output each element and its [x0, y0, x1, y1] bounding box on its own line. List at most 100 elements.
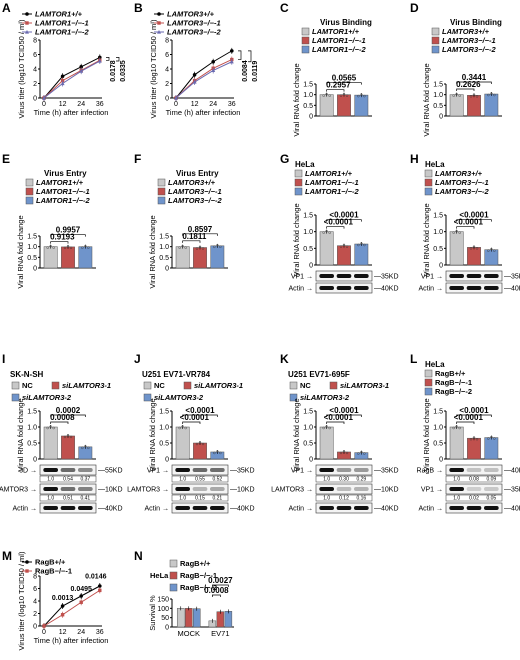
band — [484, 487, 499, 491]
y-tick-label: 0 — [439, 457, 443, 464]
bracket — [50, 421, 69, 424]
legend-entry: LAMTOR1−/−-1 — [312, 36, 366, 45]
legend-marker — [157, 30, 161, 34]
p-value: 0.2957 — [326, 81, 351, 90]
blot-vp1: VP1 → —35KD 1.0 0.30 0.29 — [291, 464, 399, 483]
data-point — [98, 588, 102, 593]
data-point — [230, 49, 234, 53]
legend-swatch — [11, 393, 20, 402]
blot-mw: —35KD — [504, 487, 520, 494]
y-tick-label: 0.5 — [303, 441, 313, 448]
legend-entry: siLAMTOR3-1 — [194, 381, 243, 390]
y-tick-label: 8 — [33, 574, 37, 581]
data-dot — [458, 231, 461, 234]
p-value: 0.2626 — [456, 80, 481, 89]
data-dot — [472, 245, 476, 249]
band — [43, 506, 58, 510]
band — [210, 506, 225, 510]
bar — [337, 94, 351, 117]
data-point — [192, 73, 197, 77]
bracket — [248, 50, 252, 63]
bar — [467, 247, 481, 266]
bracket — [116, 57, 120, 62]
data-dot — [458, 426, 461, 430]
blot-mw: —10KD — [98, 487, 123, 494]
quant-value: 0.55 — [195, 477, 205, 483]
bar — [319, 231, 334, 266]
data-dot — [49, 244, 52, 248]
bar — [192, 608, 201, 628]
y-axis-label: Viral RNA fold change — [292, 203, 301, 276]
band — [319, 274, 334, 278]
y-tick-label: 1.0 — [159, 425, 169, 432]
blot-frame — [315, 483, 373, 495]
legend-entry: RagB−/−-1 — [435, 378, 472, 387]
legend-entry: LAMTOR3−/−-2 — [168, 196, 222, 205]
band — [319, 506, 334, 510]
quant-value: 1.0 — [323, 477, 330, 483]
blot-lamtor3: LAMTOR3 → —10KD 1.0 0.15 0.21 — [127, 483, 255, 502]
blot-label: LAMTOR3 → — [0, 487, 37, 494]
legend: HeLa RagB+/+ RagB−/−-1 RagB−/−-2 — [150, 559, 217, 592]
data-dot — [63, 435, 67, 439]
blot-label: RagB → — [417, 468, 443, 475]
legend-swatch — [424, 378, 433, 387]
quant-box — [39, 494, 97, 502]
data-dot — [452, 426, 455, 430]
bracket — [456, 88, 475, 92]
data-dot — [81, 446, 84, 450]
legend: NC siLAMTOR3-1 siLAMTOR3-2 — [143, 381, 243, 402]
y-tick-label: 0 — [165, 457, 169, 464]
blot-label: VP1 → — [147, 468, 169, 475]
panel-label: G — [280, 152, 289, 166]
bracket — [326, 226, 345, 229]
legend-swatch — [424, 387, 433, 396]
data-point — [211, 59, 215, 64]
data-dot — [469, 247, 473, 250]
x-tick-label: MOCK — [177, 629, 200, 638]
y-axis-label: Viral RNA fold change — [16, 215, 25, 288]
legend-marker — [25, 21, 29, 25]
quant-value: 0.08 — [469, 477, 479, 483]
y-tick-label: 0.5 — [159, 255, 169, 262]
data-dot — [63, 246, 67, 250]
legend-swatch — [169, 571, 178, 580]
y-tick-label: 8 — [33, 38, 37, 45]
legend-entry: RagB+/+ — [180, 559, 211, 568]
legend-entry: siLAMTOR3-2 — [300, 393, 350, 402]
panel-label: B — [134, 1, 143, 15]
legend-marker — [25, 12, 29, 16]
legend-entry: RagB−/−-1 — [35, 567, 72, 576]
data-dot — [345, 245, 349, 248]
quant-value: 1.0 — [453, 477, 460, 483]
quant-value: 0.41 — [80, 496, 90, 502]
bar — [193, 247, 207, 269]
panel-label: D — [410, 1, 419, 15]
bar — [337, 245, 351, 266]
y-tick-label: 100 — [157, 606, 169, 613]
y-tick-label: 0 — [33, 457, 37, 464]
blot-lamtor3: LAMTOR3 → —10KD 1.0 0.51 0.41 — [0, 483, 123, 502]
y-axis-label: Viral RNA fold change — [422, 63, 431, 136]
blot-label: Actin → — [288, 506, 313, 513]
blot-label: Actin → — [144, 506, 169, 513]
blot-label: LAMTOR3 → — [127, 487, 169, 494]
data-dot — [87, 246, 90, 249]
panel-F: F Virus EntryLAMTOR3+/+LAMTOR3−/−-1LAMTOR… — [134, 152, 228, 289]
p-value: 0.0119 — [252, 61, 259, 82]
data-dot — [363, 94, 366, 98]
blot-ragb: RagB → —40KD 1.0 0.08 0.09 — [417, 464, 520, 483]
y-tick-label: 1.5 — [27, 409, 37, 416]
quant-box — [315, 475, 373, 483]
data-point — [79, 594, 83, 598]
legend-entry: LAMTOR1+/+ — [36, 178, 84, 187]
bracket — [182, 421, 201, 424]
panel-title: U251 EV71-695F — [288, 370, 350, 379]
legend-entry: RagB+/+ — [435, 369, 466, 378]
band — [484, 468, 499, 472]
data-dot — [325, 92, 328, 96]
